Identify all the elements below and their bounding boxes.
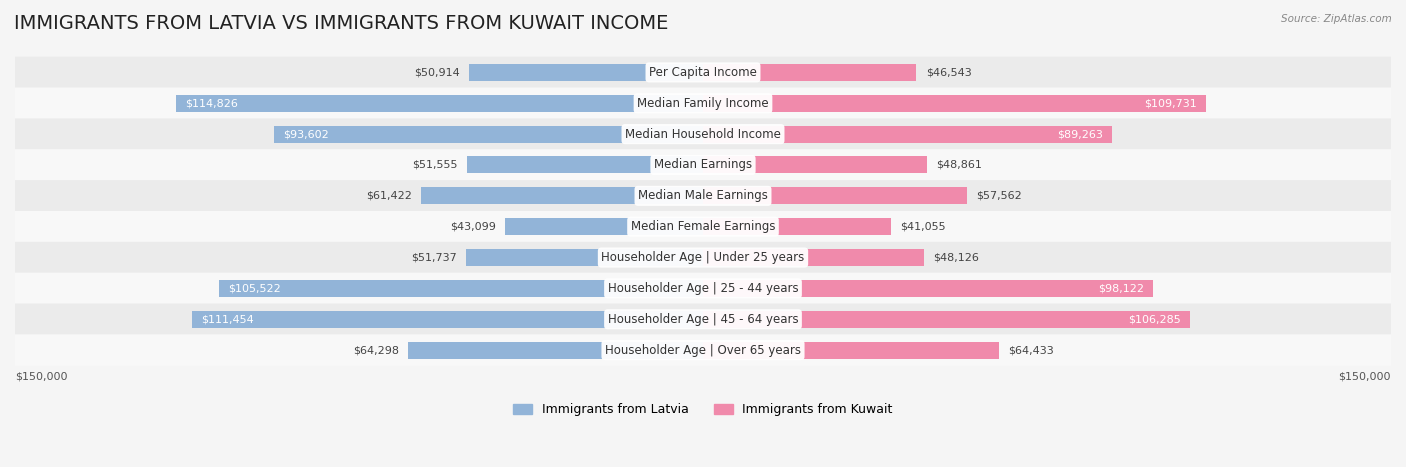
Bar [408, 342, 703, 359]
Text: $48,126: $48,126 [934, 253, 979, 262]
FancyBboxPatch shape [15, 180, 1391, 212]
Text: $105,522: $105,522 [228, 283, 281, 293]
Text: $93,602: $93,602 [283, 129, 329, 139]
Text: Householder Age | 25 - 44 years: Householder Age | 25 - 44 years [607, 282, 799, 295]
Bar [470, 64, 703, 81]
Text: $114,826: $114,826 [186, 98, 239, 108]
Text: $109,731: $109,731 [1144, 98, 1197, 108]
Text: Median Household Income: Median Household Income [626, 127, 780, 141]
FancyBboxPatch shape [15, 304, 1391, 335]
FancyBboxPatch shape [15, 119, 1391, 150]
Text: $89,263: $89,263 [1057, 129, 1104, 139]
Text: Per Capita Income: Per Capita Income [650, 66, 756, 79]
FancyBboxPatch shape [15, 211, 1391, 242]
Text: Householder Age | Over 65 years: Householder Age | Over 65 years [605, 344, 801, 357]
Bar [703, 156, 927, 173]
Bar [465, 249, 703, 266]
Bar [422, 187, 703, 205]
Text: $46,543: $46,543 [925, 67, 972, 78]
Text: $150,000: $150,000 [15, 372, 67, 382]
Text: $61,422: $61,422 [366, 191, 412, 201]
FancyBboxPatch shape [15, 242, 1391, 273]
Text: $43,099: $43,099 [450, 222, 496, 232]
Bar [703, 342, 998, 359]
Bar [703, 126, 1112, 142]
Bar [703, 187, 967, 205]
Text: $150,000: $150,000 [1339, 372, 1391, 382]
Text: Median Female Earnings: Median Female Earnings [631, 220, 775, 233]
Text: $57,562: $57,562 [976, 191, 1022, 201]
Bar [219, 280, 703, 297]
Bar [703, 64, 917, 81]
Bar [703, 95, 1206, 112]
Text: Householder Age | Under 25 years: Householder Age | Under 25 years [602, 251, 804, 264]
Text: $50,914: $50,914 [415, 67, 460, 78]
Bar [703, 249, 924, 266]
Text: $111,454: $111,454 [201, 314, 253, 324]
Text: $64,433: $64,433 [1008, 345, 1053, 355]
Bar [467, 156, 703, 173]
Text: $98,122: $98,122 [1098, 283, 1144, 293]
Text: Median Family Income: Median Family Income [637, 97, 769, 110]
Bar [274, 126, 703, 142]
FancyBboxPatch shape [15, 273, 1391, 304]
Text: $51,737: $51,737 [411, 253, 457, 262]
FancyBboxPatch shape [15, 87, 1391, 119]
Text: Householder Age | 45 - 64 years: Householder Age | 45 - 64 years [607, 313, 799, 326]
Legend: Immigrants from Latvia, Immigrants from Kuwait: Immigrants from Latvia, Immigrants from … [508, 398, 898, 421]
Bar [703, 218, 891, 235]
FancyBboxPatch shape [15, 334, 1391, 366]
Text: Median Earnings: Median Earnings [654, 158, 752, 171]
Bar [703, 311, 1191, 328]
Bar [176, 95, 703, 112]
Text: Source: ZipAtlas.com: Source: ZipAtlas.com [1281, 14, 1392, 24]
Text: $48,861: $48,861 [936, 160, 983, 170]
Text: $64,298: $64,298 [353, 345, 399, 355]
FancyBboxPatch shape [15, 149, 1391, 181]
Text: $41,055: $41,055 [900, 222, 946, 232]
Bar [703, 280, 1153, 297]
Text: $106,285: $106,285 [1129, 314, 1181, 324]
FancyBboxPatch shape [15, 57, 1391, 88]
Text: $51,555: $51,555 [412, 160, 457, 170]
Bar [505, 218, 703, 235]
Text: Median Male Earnings: Median Male Earnings [638, 189, 768, 202]
Bar [191, 311, 703, 328]
Text: IMMIGRANTS FROM LATVIA VS IMMIGRANTS FROM KUWAIT INCOME: IMMIGRANTS FROM LATVIA VS IMMIGRANTS FRO… [14, 14, 668, 33]
